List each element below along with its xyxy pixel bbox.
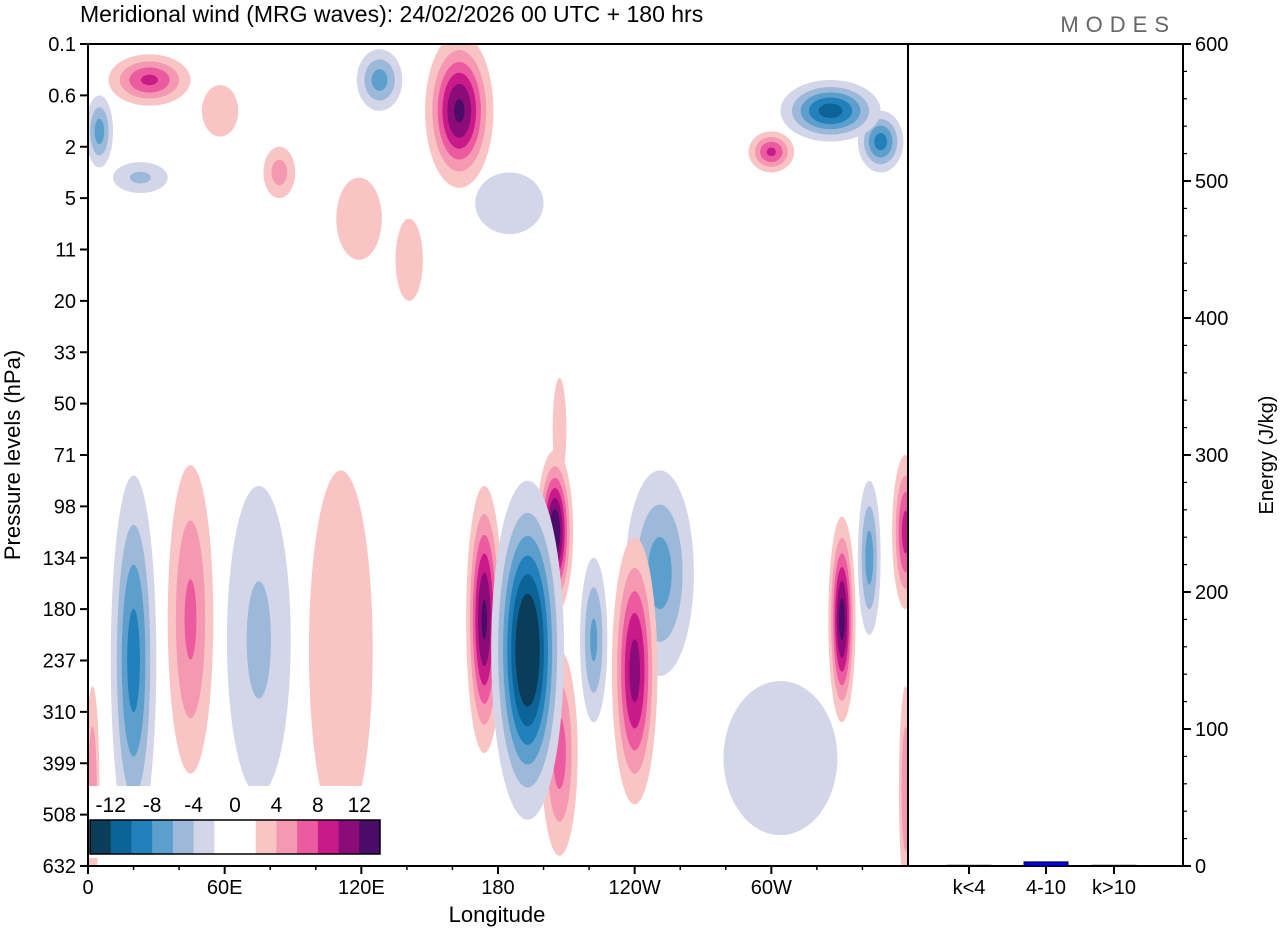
contour-band [481, 599, 488, 640]
colorbar-label: -12 [96, 794, 126, 817]
y-tick-label: 237 [43, 651, 76, 673]
y-tick-label: 0.1 [48, 34, 76, 56]
colorbar-label: -4 [184, 794, 203, 817]
colorbar-swatch [131, 820, 153, 854]
y-tick-label: 180 [43, 599, 76, 621]
colorbar-swatch [172, 820, 195, 854]
modes-logo: MODES [1060, 12, 1176, 37]
colorbar-label: 12 [348, 794, 371, 817]
colorbar-label: 0 [229, 794, 241, 817]
x-tick-label: 120E [338, 877, 385, 899]
y-tick-label: 71 [54, 445, 76, 467]
contour-band [865, 530, 874, 585]
y-tick-label: 33 [54, 342, 76, 364]
colorbar-swatch [214, 820, 236, 854]
energy-tick-label: 0 [1195, 856, 1206, 878]
contour-band [246, 581, 271, 699]
contour-band [184, 579, 197, 660]
y-tick-label: 0.6 [48, 85, 76, 107]
colorbar-swatch [317, 820, 340, 854]
contour-band [475, 172, 544, 235]
energy-tick-label: 100 [1195, 719, 1228, 741]
contour-band [336, 177, 382, 260]
contour-band [723, 681, 838, 836]
chart-title: Meridional wind (MRG waves): 24/02/2026 … [80, 1, 703, 27]
colorbar-swatch [90, 820, 112, 854]
x-tick-label: 120W [609, 877, 661, 899]
colorbar-swatch [152, 820, 174, 854]
contour-band [454, 99, 465, 123]
colorbar-swatch [235, 820, 257, 854]
contour-band [818, 103, 843, 119]
y-tick-label: 632 [43, 856, 76, 878]
contour-band [590, 618, 598, 662]
contour-band [520, 618, 535, 682]
colorbar-swatch [297, 820, 319, 854]
contour-band [201, 85, 239, 137]
contour-band [901, 510, 908, 554]
contour-band [271, 159, 288, 186]
y-tick-label: 98 [54, 496, 76, 518]
energy-axis-label: Energy (J/kg) [1256, 396, 1278, 515]
contour-band [308, 470, 373, 831]
energy-panel-frame [907, 43, 1184, 867]
colorbar-swatch [193, 820, 215, 854]
y-tick-label: 399 [43, 753, 76, 775]
energy-tick-label: 300 [1195, 445, 1228, 467]
y-tick-label: 508 [43, 805, 76, 827]
contour-band [874, 132, 888, 151]
colorbar-frame [89, 819, 381, 855]
energy-category-label: k<4 [953, 877, 986, 899]
energy-tick-label: 600 [1195, 34, 1228, 56]
y-tick-label: 2 [65, 137, 76, 159]
contour-band [901, 726, 908, 852]
contour-band [371, 69, 388, 91]
y-tick-label: 134 [43, 548, 76, 570]
y-tick-label: 50 [54, 394, 76, 416]
contour-band [127, 608, 140, 713]
y-tick-label: 5 [65, 188, 76, 210]
colorbar-swatch [276, 820, 298, 854]
colorbar: -12 -8 -4 0 4 8 12 [88, 786, 394, 858]
energy-tick-label: 500 [1195, 171, 1228, 193]
axes: 0 60E 120E 180 120W 60W 0.1 0.6 2 5 11 20 33 50 71 98 13… [43, 34, 1229, 899]
energy-bar [1023, 861, 1069, 867]
contour-band [839, 598, 845, 641]
x-tick-label: 60E [207, 877, 243, 899]
colorbar-swatch [338, 820, 360, 854]
energy-category-label: 4-10 [1026, 877, 1066, 899]
colorbar-label: 8 [312, 794, 324, 817]
contour-band [129, 171, 151, 184]
y-tick-label: 310 [43, 702, 76, 724]
contour-band [629, 639, 641, 703]
x-tick-label: 180 [481, 877, 514, 899]
colorbar-swatch [110, 820, 132, 854]
contour-band [766, 147, 776, 157]
x-axis-label: Longitude [449, 902, 546, 927]
y-tick-label: 11 [55, 240, 76, 262]
heatmap-field [88, 44, 908, 866]
y-tick-label: 20 [54, 291, 76, 313]
colorbar-swatch [255, 820, 277, 854]
energy-tick-label: 400 [1195, 308, 1228, 330]
x-tick-label: 60W [751, 877, 792, 899]
colorbar-label: 4 [271, 794, 283, 817]
contour-band [141, 74, 158, 86]
contour-band [395, 218, 423, 301]
x-tick-label: 0 [82, 877, 93, 899]
y-axis-label: Pressure levels (hPa) [0, 350, 25, 560]
colorbar-label: -8 [143, 794, 162, 817]
energy-category-label: k>10 [1092, 877, 1136, 899]
energy-tick-label: 200 [1195, 582, 1228, 604]
contour-band [647, 537, 672, 610]
contour-band [94, 118, 105, 144]
colorbar-swatch [359, 820, 381, 854]
